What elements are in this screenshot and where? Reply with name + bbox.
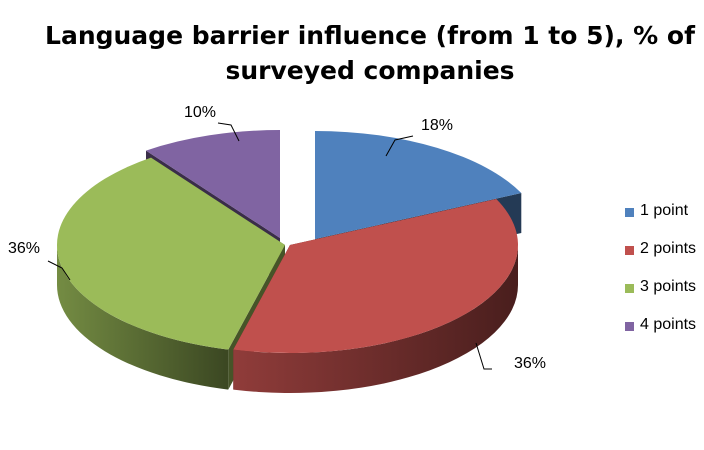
leader-line-1-point <box>385 135 414 157</box>
legend-swatch-3-points <box>625 284 634 293</box>
chart-title-line-1: Language barrier influence (from 1 to 5)… <box>45 21 695 50</box>
leader-line-2-points <box>475 342 492 370</box>
pie-slice-top <box>145 130 280 238</box>
leader-line-4-points <box>217 122 240 142</box>
pie-slice-top <box>56 157 285 350</box>
data-label-1-point: 18% <box>421 117 453 134</box>
pie-slice-top <box>233 199 518 353</box>
pie-slice-top <box>315 131 522 239</box>
legend-label-4-points: 4 points <box>640 316 697 333</box>
legend-swatch-2-points <box>625 246 634 255</box>
data-label-2-points: 36% <box>514 355 546 372</box>
pie-slice-side-wall <box>233 245 518 393</box>
legend-label-3-points: 3 points <box>640 278 697 295</box>
chart-title: Language barrier influence (from 1 to 5)… <box>0 18 704 88</box>
legend-label-2-points: 2 points <box>640 240 697 257</box>
pie-slice-side-wall <box>57 245 229 390</box>
data-label-3-points: 36% <box>8 240 40 257</box>
chart-title-line-2: surveyed companies <box>225 56 515 85</box>
data-label-4-points: 10% <box>184 104 216 121</box>
legend-swatch-4-points <box>625 322 634 331</box>
pie-slice-2-points <box>233 199 518 393</box>
legend-swatch-1-point <box>625 208 634 217</box>
legend-label-1-point: 1 point <box>640 202 689 219</box>
leader-line-3-points <box>47 260 71 281</box>
